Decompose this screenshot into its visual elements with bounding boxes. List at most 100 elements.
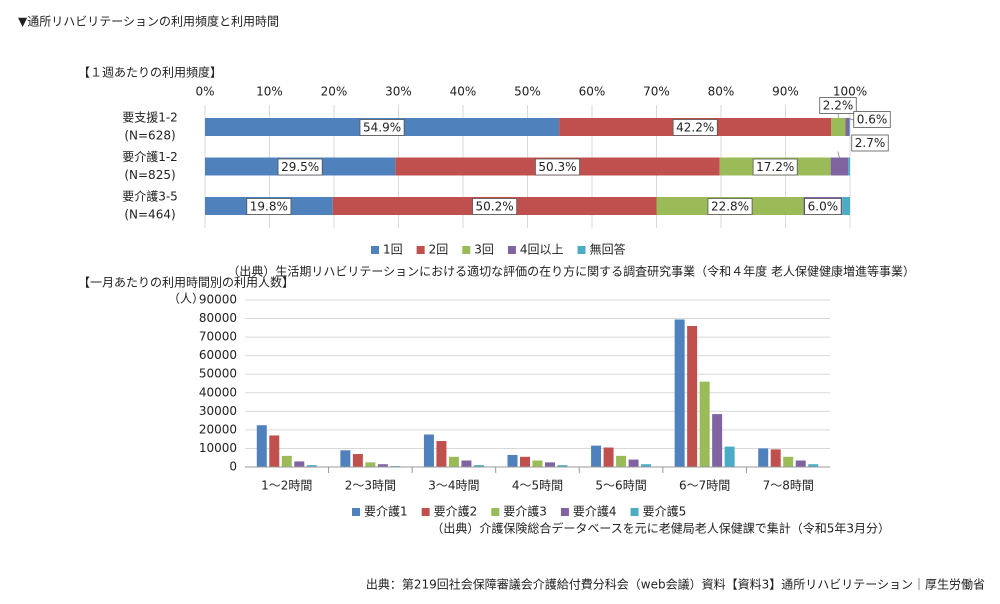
bar [641,464,652,467]
bar [269,435,280,467]
bar [306,465,317,467]
data-label: 2.7% [855,136,886,150]
data-label: 6.0% [808,200,839,214]
data-label-box [672,119,718,136]
y-tick-label: 要支援1-2 [122,111,178,125]
y-tick-label: 30000 [199,404,237,418]
bar [507,454,518,467]
bar [603,447,614,467]
y-tick-label: 要介護1-2 [122,149,178,164]
legend-label: 1回 [383,243,403,257]
chart-title: 【一月あたりの利用時間別の利用人数】 [78,275,294,290]
chart-note: （出典）生活期リハビリテーションにおける適切な評価の在り方に関する調査研究事業（… [227,264,915,279]
data-label: 22.8% [711,200,749,214]
legend-label: 要介護3 [503,504,547,519]
y-tick-label: 0 [229,460,237,474]
y-tick-label: 90000 [199,293,237,307]
bar [699,381,710,467]
y-tick-label: 80000 [199,311,237,325]
bar [520,456,530,467]
legend-label: 無回答 [590,242,626,257]
legend-swatch [507,246,516,254]
legend-swatch [352,508,360,516]
legend-label: 要介護4 [573,504,617,519]
data-label: 17.2% [756,160,794,174]
bar [436,441,447,467]
page-title: ▼通所リハビリテーションの利用頻度と利用時間 [18,14,279,29]
legend-swatch [462,246,471,254]
x-tick-label: 4～5時間 [512,479,563,493]
bar [557,465,568,467]
bar [687,325,698,467]
legend-swatch [371,246,379,254]
legend-swatch [421,508,430,516]
legend-label: 3回 [474,243,494,257]
bar [808,464,819,467]
x-tick-label: 1～2時間 [261,479,312,493]
x-tick-label: 3～4時間 [428,479,479,493]
bar [281,455,292,467]
x-tick-label: 20% [321,85,348,99]
y-tick-label: 50000 [199,367,237,381]
legend-label: 要介護5 [643,504,687,519]
data-label-box [535,158,580,176]
legend-swatch [630,508,639,516]
legend-label: 要介護1 [364,504,408,519]
bar [724,446,735,467]
x-tick-label: 10% [256,85,283,99]
bar [340,450,351,467]
footer: 出典：第219回社会保障審議会介護給付費分科会（web会議）資料【資料3】通所リ… [366,577,985,592]
bar [256,425,267,467]
data-label: 54.9% [363,121,401,135]
bar [591,445,602,467]
x-tick-label: 0% [195,85,214,99]
bar [770,449,781,467]
bar-segment [849,118,850,136]
bar [294,461,305,467]
chart-note: （出典）介護保険総合データベースを元に老健局老人保健課で集計（令和5年3月分） [431,521,890,536]
data-label-box [707,198,753,215]
legend-swatch [416,246,425,254]
data-label-box [277,158,323,176]
data-label: 42.2% [676,121,714,135]
bar [674,319,685,467]
x-tick-label: 70% [643,85,670,99]
y-tick-note: (N=825) [124,168,175,182]
leader-line [837,151,840,158]
bar [461,460,472,467]
legend-label: 要介護2 [434,504,478,519]
bar [616,455,627,467]
chart-title: 【１週あたりの利用頻度】 [78,65,222,80]
data-label-box [359,119,405,136]
bar-segment [848,157,850,176]
x-tick-label: 80% [708,85,735,99]
legend-label: 4回以上 [520,243,564,257]
data-label-box [246,198,292,215]
x-tick-label: 6～7時間 [679,479,730,493]
data-label: 19.8% [250,200,288,214]
data-label: 50.3% [538,160,576,174]
data-label-box [853,111,891,128]
x-tick-label: 30% [385,85,412,99]
data-label: 2.2% [823,99,854,113]
bar [352,454,363,467]
x-tick-label: 60% [579,85,606,99]
y-axis-label: （人） [168,292,204,306]
data-label: 0.6% [857,113,888,127]
bar [795,460,806,467]
data-label: 50.2% [476,200,514,214]
bar-segment [842,197,850,215]
x-tick-label: 2～3時間 [345,479,396,493]
data-label-box [472,198,518,215]
legend-swatch [560,508,569,516]
y-tick-label: 要介護3-5 [122,189,178,204]
bar [783,456,794,467]
x-tick-label: 90% [772,85,799,99]
data-label: 29.5% [281,160,319,174]
bar [628,459,639,467]
bar [532,460,543,467]
x-tick-label: 7～8時間 [763,479,814,493]
data-label-box [851,134,889,152]
bar [365,462,376,467]
